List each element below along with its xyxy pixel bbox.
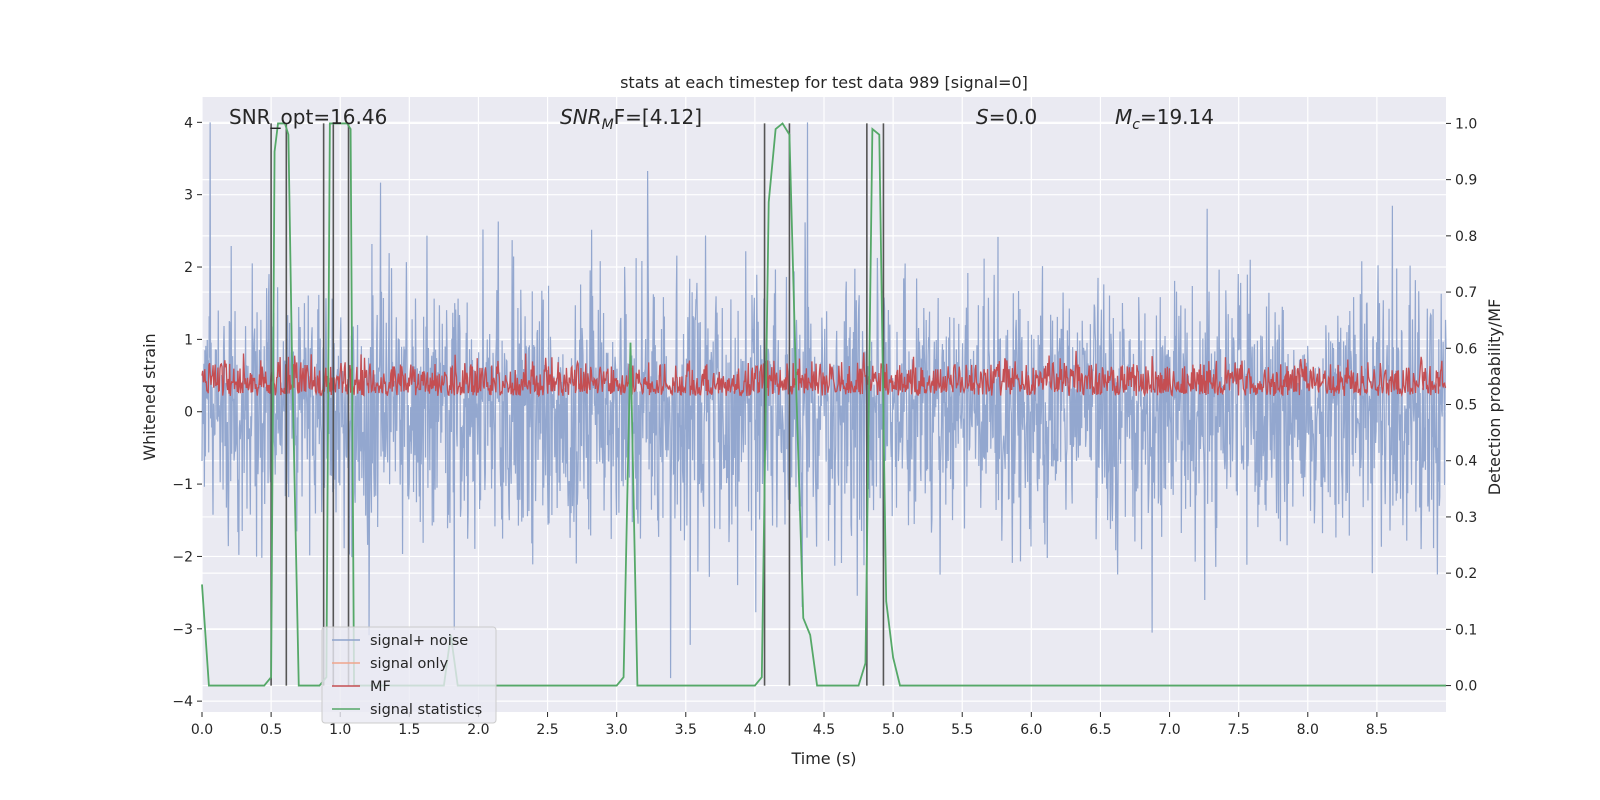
x-tick-label: 3.0	[606, 722, 628, 738]
series-mf-line	[201, 350, 1447, 398]
left-y-tick-label: 0	[184, 405, 193, 421]
annotation-mc: Mc=19.14	[1115, 105, 1214, 133]
x-tick-label: 5.5	[951, 722, 973, 738]
right-y-axis-ticks: 1.0 0.9 0.8 0.7 0.6 0.5 0.4 0.3 0.2 0.1 0.0	[1446, 116, 1477, 695]
left-y-axis-ticks: 4 3 2 1 0 −1 −2 −3 −4	[172, 115, 202, 710]
x-tick-label: 8.0	[1297, 722, 1319, 738]
annotation-snr-mf: SNRMF=[4.12]	[560, 105, 702, 133]
annotation-s: S=0.0	[976, 105, 1037, 129]
signal-statistics-series	[201, 122, 1446, 687]
x-tick-label: 6.5	[1089, 722, 1111, 738]
legend-label-mf: MF	[370, 679, 391, 695]
x-tick-label: 8.5	[1366, 722, 1388, 738]
left-y-tick-label: 3	[184, 188, 193, 204]
legend: signal+ noise signal only MF signal stat…	[321, 626, 497, 724]
x-tick-label: 7.5	[1228, 722, 1250, 738]
right-y-tick-label: 0.6	[1455, 341, 1477, 357]
right-y-tick-label: 0.5	[1455, 398, 1477, 414]
left-y-tick-label: −3	[172, 622, 193, 638]
x-axis-label: Time (s)	[790, 749, 856, 768]
chart-title: stats at each timestep for test data 989…	[620, 73, 1028, 92]
x-tick-label: 3.5	[675, 722, 697, 738]
series-signal-statistics-line	[201, 122, 1446, 687]
right-y-tick-label: 0.1	[1455, 622, 1477, 638]
vertical-markers	[270, 123, 885, 686]
x-tick-label: 4.0	[744, 722, 766, 738]
right-y-tick-label: 1.0	[1455, 116, 1477, 132]
right-y-tick-label: 0.8	[1455, 229, 1477, 245]
right-y-tick-label: 0.4	[1455, 454, 1477, 470]
legend-label-signal-only: signal only	[370, 656, 449, 672]
x-axis-ticks: 0.0 0.5 1.0 1.5 2.0 2.5 3.0 3.5 4.0 4.5 5.0 5.5 6.0 6…	[191, 712, 1388, 738]
left-y-tick-label: −1	[172, 477, 193, 493]
x-tick-label: 1.0	[329, 722, 351, 738]
legend-label-signal-noise: signal+ noise	[370, 633, 468, 649]
right-y-tick-label: 0.7	[1455, 285, 1477, 301]
signal-noise-series	[201, 122, 1447, 679]
x-tick-label: 0.0	[191, 722, 213, 738]
x-tick-label: 6.0	[1020, 722, 1042, 738]
x-tick-label: 0.5	[260, 722, 282, 738]
right-y-axis-label: Detection probability/MF	[1485, 299, 1504, 496]
left-y-tick-label: 4	[184, 115, 193, 131]
right-y-tick-label: 0.2	[1455, 566, 1477, 582]
left-y-tick-label: 2	[184, 260, 193, 276]
left-y-tick-label: −2	[172, 549, 193, 565]
mf-series	[201, 350, 1447, 398]
right-y-tick-label: 0.9	[1455, 173, 1477, 189]
legend-box	[321, 626, 497, 724]
x-tick-label: 2.5	[536, 722, 558, 738]
right-y-tick-label: 0.3	[1455, 510, 1477, 526]
left-y-axis-label: Whitened strain	[140, 333, 159, 460]
x-tick-label: 1.5	[398, 722, 420, 738]
x-tick-label: 5.0	[882, 722, 904, 738]
left-y-tick-label: 1	[184, 332, 193, 348]
x-tick-label: 7.0	[1158, 722, 1180, 738]
legend-label-signal-statistics: signal statistics	[370, 702, 482, 718]
series-signal-noise-line	[201, 122, 1447, 679]
left-y-tick-label: −4	[172, 694, 193, 710]
x-tick-label: 4.5	[813, 722, 835, 738]
right-y-tick-label: 0.0	[1455, 679, 1477, 695]
x-tick-label: 2.0	[467, 722, 489, 738]
annotation-snr-opt: SNR_opt=16.46	[229, 105, 387, 129]
